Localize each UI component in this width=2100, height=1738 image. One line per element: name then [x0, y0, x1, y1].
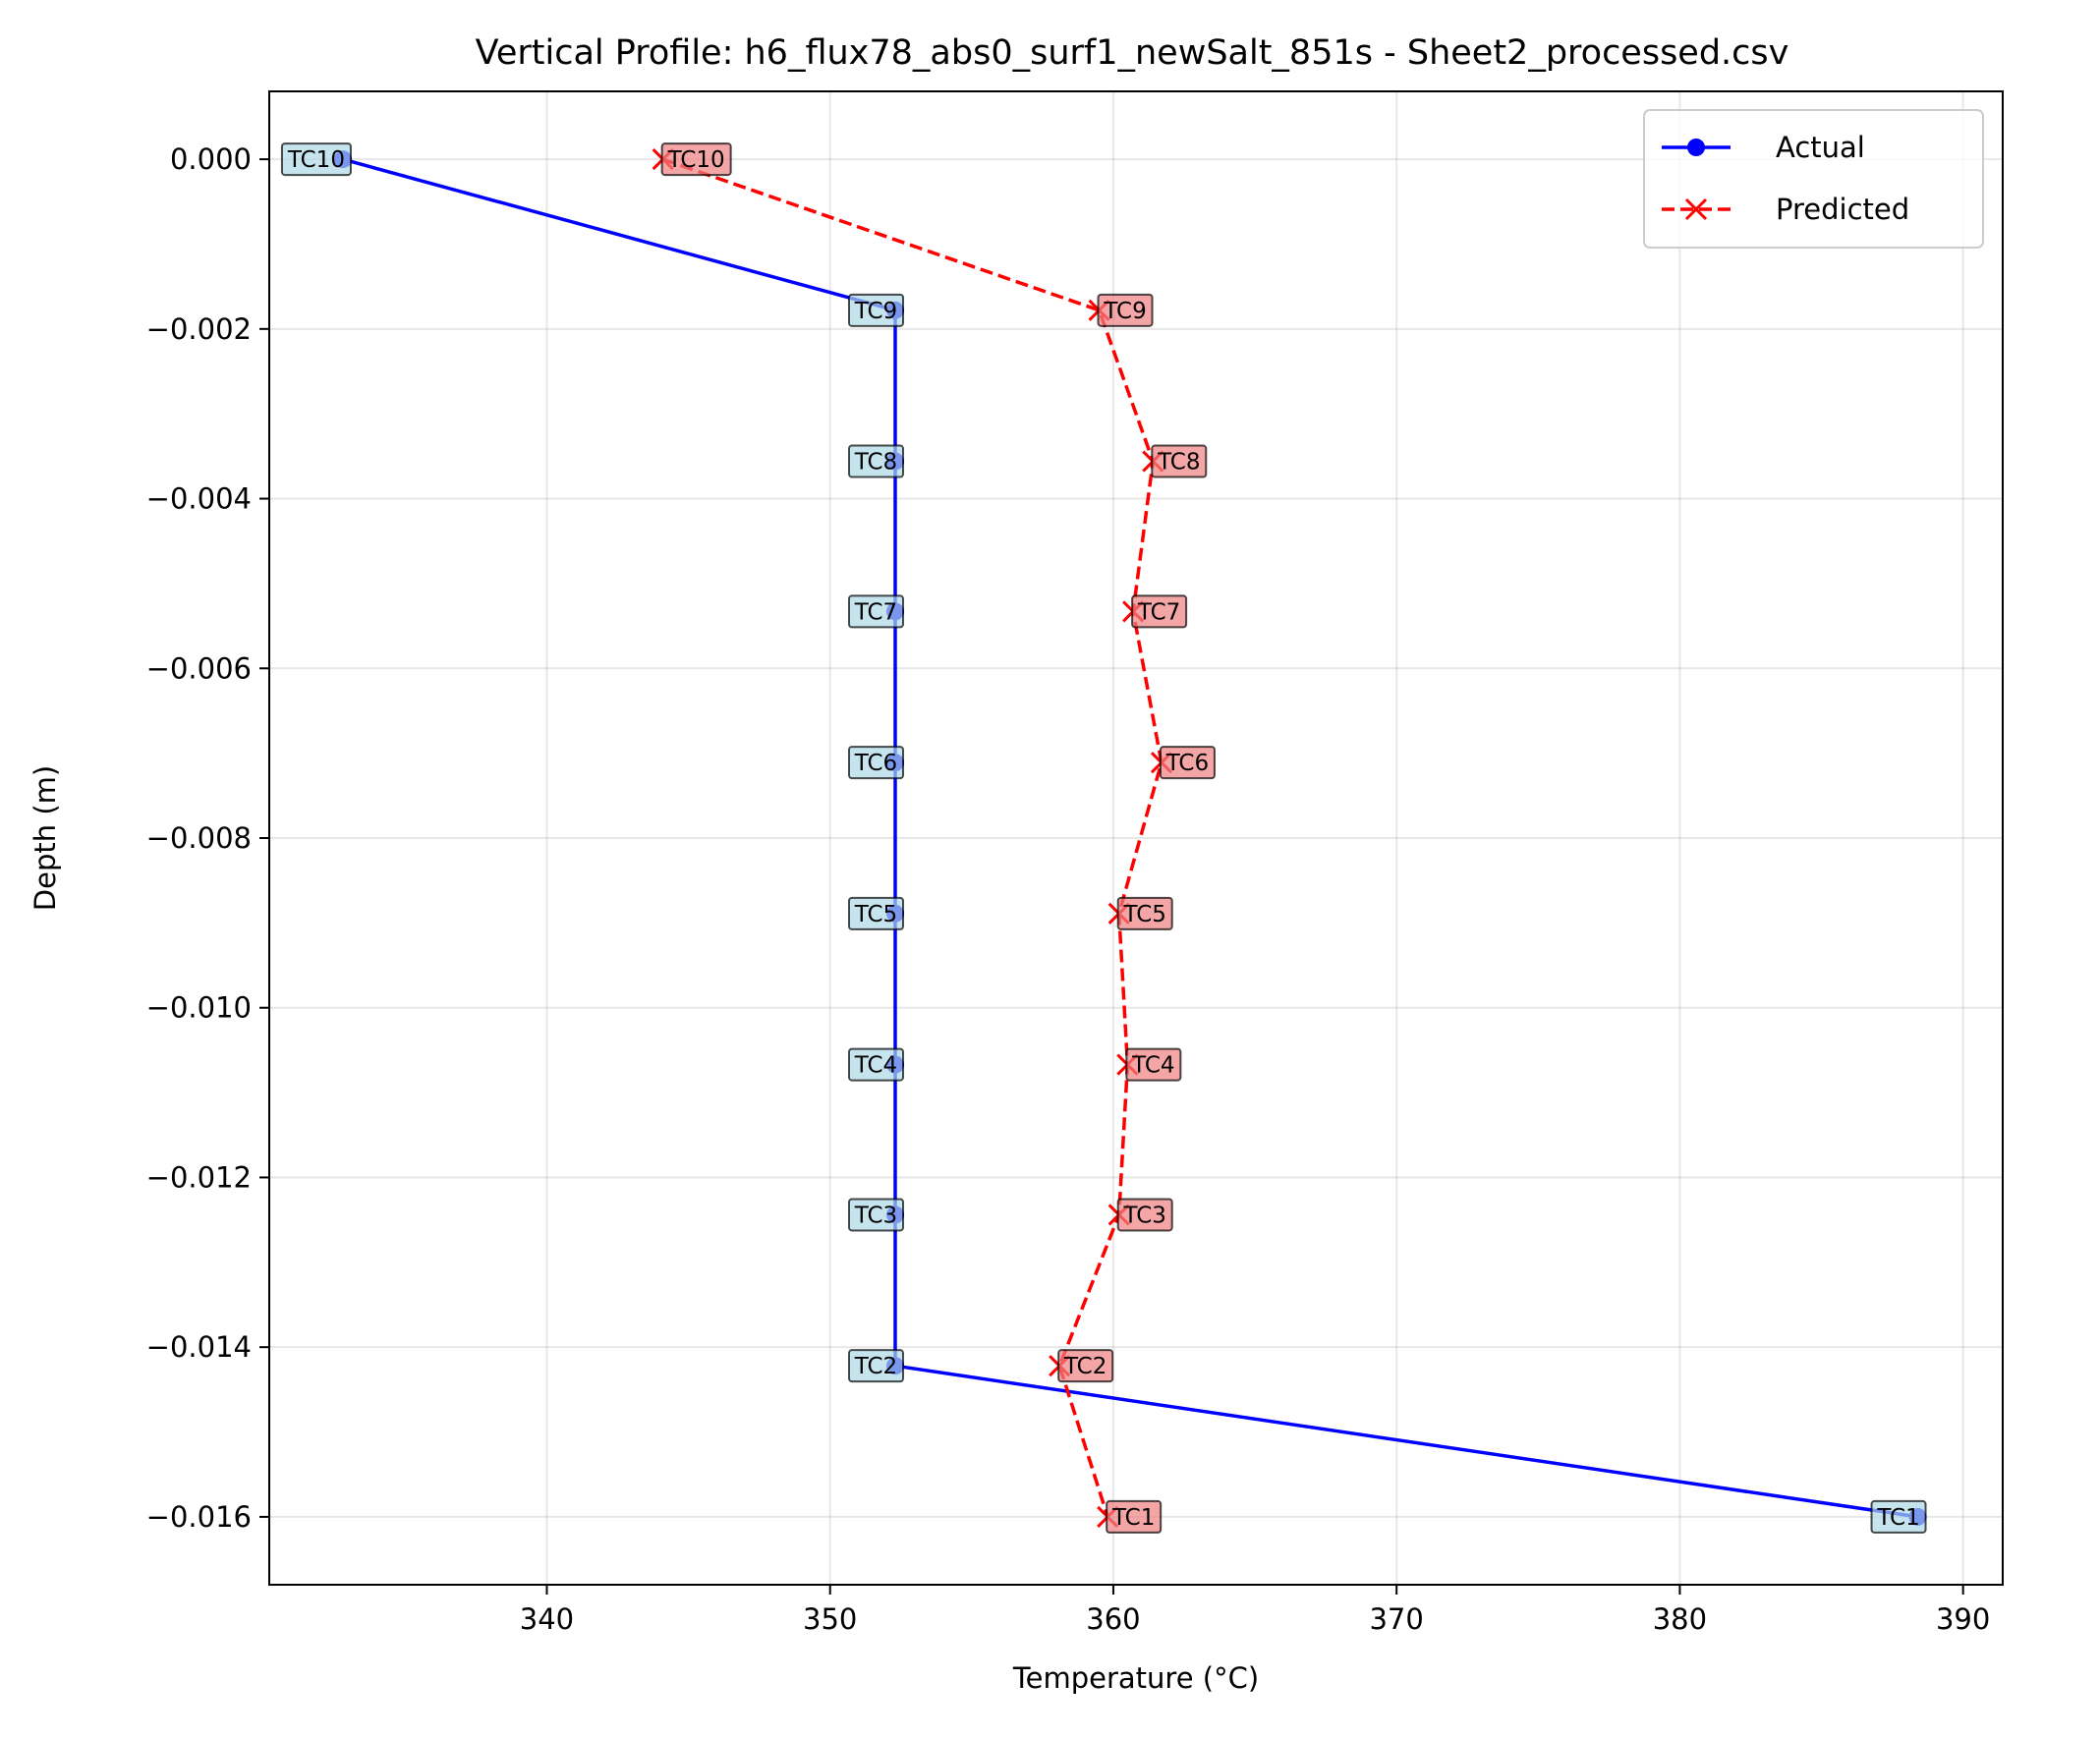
- predicted-point-label: TC7: [1131, 594, 1188, 629]
- y-tick-label: −0.006: [146, 651, 252, 685]
- point-label-text: TC6: [1165, 751, 1209, 776]
- point-label-box: [1057, 1349, 1114, 1383]
- point-label-text: TC5: [854, 902, 897, 927]
- point-label-text: TC9: [1103, 299, 1146, 324]
- point-label-text: TC4: [854, 1053, 897, 1079]
- grid: [269, 91, 2003, 1585]
- point-label-box: [1116, 896, 1173, 930]
- predicted-point-label: TC8: [1151, 444, 1208, 478]
- legend: Actual Predicted: [1643, 109, 1984, 249]
- point-label-text: TC10: [667, 147, 725, 173]
- point-label-box: [848, 1349, 904, 1383]
- predicted-point-label: TC1: [1106, 1499, 1163, 1534]
- actual-series-line: [342, 157, 1918, 1519]
- predicted-point-label: TC5: [1116, 896, 1173, 930]
- point-label-box: [1097, 293, 1154, 327]
- point-label-box: [280, 142, 352, 177]
- marker-x-stroke: [1684, 197, 1708, 221]
- point-label-box: [1870, 1499, 1927, 1534]
- point-label-box: [1125, 1047, 1182, 1082]
- predicted-series-line: [662, 157, 1164, 1518]
- point-label-box: [848, 293, 904, 327]
- point-label-box: [1116, 1198, 1173, 1232]
- predicted-point-label: TC10: [660, 142, 732, 177]
- y-tick-label: −0.004: [146, 482, 252, 516]
- actual-point-label: TC9: [848, 293, 904, 327]
- chart-title: Vertical Profile: h6_flux78_abs0_surf1_n…: [476, 33, 1789, 73]
- point-label-text: TC7: [1137, 599, 1180, 625]
- point-label-text: TC8: [1157, 450, 1200, 476]
- y-axis-label: Depth (m): [28, 765, 62, 911]
- x-tick-label: 370: [1369, 1602, 1423, 1636]
- predicted-point-label: TC2: [1057, 1349, 1114, 1383]
- point-label-text: TC3: [1123, 1203, 1166, 1228]
- point-label-text: TC5: [1123, 902, 1166, 927]
- axis-ticks: 340 350 360 370 380 390 0.000 −0.002 −0.004 −0.00…: [146, 142, 1991, 1636]
- y-tick-label: −0.012: [146, 1160, 252, 1194]
- point-label-box: [848, 1047, 904, 1082]
- point-label-text: TC3: [854, 1203, 897, 1228]
- predicted-point-label: TC3: [1116, 1198, 1173, 1232]
- point-label-text: TC8: [854, 450, 897, 476]
- y-tick-label: 0.000: [170, 142, 252, 176]
- x-tick-label: 390: [1936, 1602, 1990, 1636]
- point-label-box: [660, 142, 732, 177]
- actual-point-label: TC6: [848, 746, 904, 780]
- point-label-box: [1106, 1499, 1163, 1534]
- point-label-text: TC1: [1876, 1505, 1919, 1531]
- predicted-point-label: TC6: [1159, 746, 1216, 780]
- y-tick-label: −0.014: [146, 1330, 252, 1364]
- point-label-box: [848, 746, 904, 780]
- predicted-point-label: TC4: [1125, 1047, 1182, 1082]
- actual-point-label: TC2: [848, 1349, 904, 1383]
- x-axis-label: Temperature (°C): [1012, 1661, 1259, 1695]
- point-label-box: [848, 444, 904, 478]
- actual-legend-marker: [1687, 139, 1705, 156]
- x-tick-label: 360: [1086, 1602, 1140, 1636]
- point-label-text: TC7: [854, 599, 897, 625]
- actual-point-label: TC3: [848, 1198, 904, 1232]
- point-label-text: TC2: [1063, 1354, 1107, 1379]
- predicted-legend-marker: [1684, 197, 1708, 221]
- y-tick-label: −0.016: [146, 1500, 252, 1534]
- point-label-box: [1159, 746, 1216, 780]
- actual-point-label: TC1: [1870, 1499, 1927, 1534]
- point-label-text: TC6: [854, 751, 897, 776]
- predicted-point-label: TC9: [1097, 293, 1154, 327]
- actual-legend-label: Actual: [1776, 131, 1865, 164]
- actual-point-label: TC7: [848, 594, 904, 629]
- actual-point-label: TC10: [280, 142, 352, 177]
- y-tick-label: −0.002: [146, 312, 252, 346]
- actual-point-label: TC4: [848, 1047, 904, 1082]
- legend-box: [1643, 109, 1984, 249]
- x-tick-label: 340: [520, 1602, 574, 1636]
- y-tick-label: −0.010: [146, 991, 252, 1025]
- point-label-text: TC4: [1131, 1053, 1174, 1079]
- y-tick-label: −0.008: [146, 821, 252, 855]
- predicted-legend-label: Predicted: [1776, 193, 1909, 226]
- x-tick-label: 350: [803, 1602, 857, 1636]
- point-label-text: TC1: [1111, 1505, 1155, 1531]
- thermocouple-labels: TC10 TC9 TC8 TC7 TC6 TC5 TC4 TC3 TC2 TC1 TC10 TC9 TC…: [280, 142, 1927, 1534]
- point-label-box: [848, 594, 904, 629]
- point-label-text: TC2: [854, 1354, 897, 1379]
- point-label-box: [848, 1198, 904, 1232]
- point-label-box: [848, 896, 904, 930]
- actual-point-label: TC5: [848, 896, 904, 930]
- actual-point-label: TC8: [848, 444, 904, 478]
- point-label-text: TC10: [287, 147, 345, 173]
- x-tick-label: 380: [1653, 1602, 1707, 1636]
- point-label-box: [1131, 594, 1188, 629]
- point-label-text: TC9: [854, 299, 897, 324]
- point-label-box: [1151, 444, 1208, 478]
